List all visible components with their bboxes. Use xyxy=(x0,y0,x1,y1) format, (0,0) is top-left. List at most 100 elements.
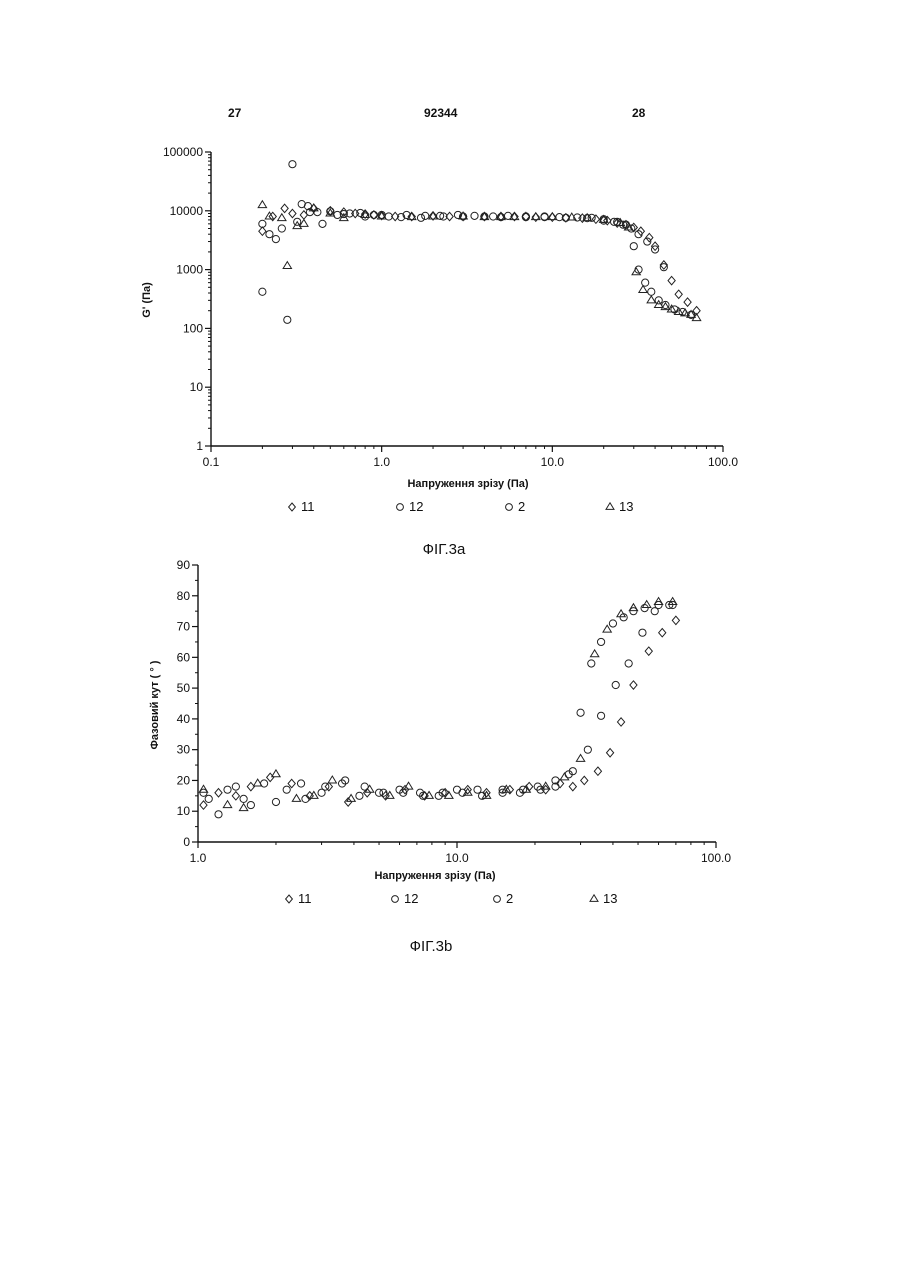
legend-marker-11 xyxy=(286,895,293,903)
data-point-series-12 xyxy=(297,780,304,787)
data-point-series-13 xyxy=(590,650,598,657)
data-point-series-2 xyxy=(278,225,285,232)
figure-3a-points xyxy=(258,161,701,324)
data-point-series-2 xyxy=(422,212,429,219)
data-point-series-13 xyxy=(642,601,650,608)
data-point-series-12 xyxy=(474,786,481,793)
data-point-series-2 xyxy=(597,712,604,719)
legend-marker-13 xyxy=(590,895,598,902)
data-point-series-12 xyxy=(272,798,279,805)
data-point-series-11 xyxy=(281,204,288,212)
y-tick-label: 70 xyxy=(177,620,191,634)
data-point-series-12 xyxy=(417,214,424,221)
data-point-series-11 xyxy=(675,290,682,298)
y-tick-label: 10000 xyxy=(170,204,204,218)
data-point-series-2 xyxy=(639,629,646,636)
x-tick-label: 1.0 xyxy=(373,455,390,469)
legend-label-13: 13 xyxy=(603,891,617,906)
x-tick-label: 100.0 xyxy=(708,455,738,469)
y-tick-label: 0 xyxy=(183,835,190,849)
data-point-series-12 xyxy=(247,801,254,808)
figure-3b-legend: 11 12 2 13 xyxy=(286,891,618,906)
data-point-series-11 xyxy=(215,789,222,797)
data-point-series-2 xyxy=(302,795,309,802)
data-point-series-2 xyxy=(625,660,632,667)
data-point-series-13 xyxy=(223,801,231,808)
y-tick-label: 30 xyxy=(177,743,191,757)
data-point-series-13 xyxy=(328,776,336,783)
data-point-series-11 xyxy=(259,227,266,235)
data-point-series-13 xyxy=(258,201,266,208)
x-tick-label: 10.0 xyxy=(445,851,469,865)
data-point-series-11 xyxy=(289,209,296,217)
x-tick-label: 100.0 xyxy=(701,851,731,865)
data-point-series-2 xyxy=(370,211,377,218)
data-point-series-11 xyxy=(684,298,691,306)
data-point-series-2 xyxy=(612,681,619,688)
data-point-series-12 xyxy=(630,243,637,250)
data-point-series-12 xyxy=(648,288,655,295)
data-point-series-2 xyxy=(283,786,290,793)
figure-3a-x-axis-label: Напруження зрізу (Па) xyxy=(407,478,528,490)
y-tick-label: 1000 xyxy=(176,263,203,277)
data-point-series-11 xyxy=(592,215,599,223)
data-point-series-12 xyxy=(319,220,326,227)
data-point-series-2 xyxy=(224,786,231,793)
page-number-left: 27 xyxy=(228,106,241,120)
data-point-series-12 xyxy=(215,811,222,818)
data-point-series-11 xyxy=(645,647,652,655)
legend-marker-12 xyxy=(392,896,399,903)
y-tick-label: 40 xyxy=(177,712,191,726)
data-point-series-2 xyxy=(584,746,591,753)
data-point-series-12 xyxy=(453,786,460,793)
data-point-series-12 xyxy=(232,783,239,790)
data-point-series-11 xyxy=(668,276,675,284)
legend-label-11: 11 xyxy=(298,891,312,906)
legend-label-2: 2 xyxy=(506,891,513,906)
figure-3b-points xyxy=(199,598,679,818)
data-point-series-12 xyxy=(259,288,266,295)
data-point-series-11 xyxy=(200,801,207,809)
x-tick-label: 0.1 xyxy=(203,455,220,469)
legend-marker-2 xyxy=(494,896,501,903)
data-point-series-12 xyxy=(609,620,616,627)
legend-marker-2 xyxy=(506,504,513,511)
data-point-series-11 xyxy=(247,782,254,790)
figure-3b-x-axis-label: Напруження зрізу (Па) xyxy=(374,870,495,882)
x-tick-label: 1.0 xyxy=(190,851,207,865)
data-point-series-12 xyxy=(284,316,291,323)
data-point-series-13 xyxy=(632,268,640,275)
legend-marker-11 xyxy=(289,503,296,511)
data-point-series-2 xyxy=(240,795,247,802)
y-tick-label: 20 xyxy=(177,773,191,787)
legend-label-12: 12 xyxy=(404,891,418,906)
data-point-series-2 xyxy=(635,231,642,238)
data-point-series-11 xyxy=(594,767,601,775)
figure-3a-axes: 0.11.010.0100.0110100100010000100000 xyxy=(163,145,738,469)
page-number-right: 28 xyxy=(632,106,645,120)
data-point-series-2 xyxy=(651,608,658,615)
data-point-series-12 xyxy=(356,792,363,799)
y-tick-label: 100000 xyxy=(163,145,203,159)
data-point-series-11 xyxy=(617,718,624,726)
y-tick-label: 90 xyxy=(177,558,191,572)
data-point-series-13 xyxy=(278,214,286,221)
y-tick-label: 100 xyxy=(183,321,203,335)
data-point-series-2 xyxy=(266,231,273,238)
data-point-series-12 xyxy=(272,236,279,243)
y-tick-label: 50 xyxy=(177,681,191,695)
y-tick-label: 10 xyxy=(190,380,204,394)
data-point-series-13 xyxy=(239,804,247,811)
patent-number: 92344 xyxy=(424,106,457,120)
data-point-series-12 xyxy=(642,279,649,286)
data-point-series-13 xyxy=(647,296,655,303)
y-tick-label: 80 xyxy=(177,589,191,603)
data-point-series-11 xyxy=(232,792,239,800)
data-point-series-11 xyxy=(606,749,613,757)
x-tick-label: 10.0 xyxy=(541,455,565,469)
y-tick-label: 10 xyxy=(177,804,191,818)
data-point-series-11 xyxy=(581,776,588,784)
data-point-series-12 xyxy=(588,660,595,667)
data-point-series-12 xyxy=(641,604,648,611)
figure-3b-axes: 1.010.0100.00102030405060708090 xyxy=(177,558,732,865)
